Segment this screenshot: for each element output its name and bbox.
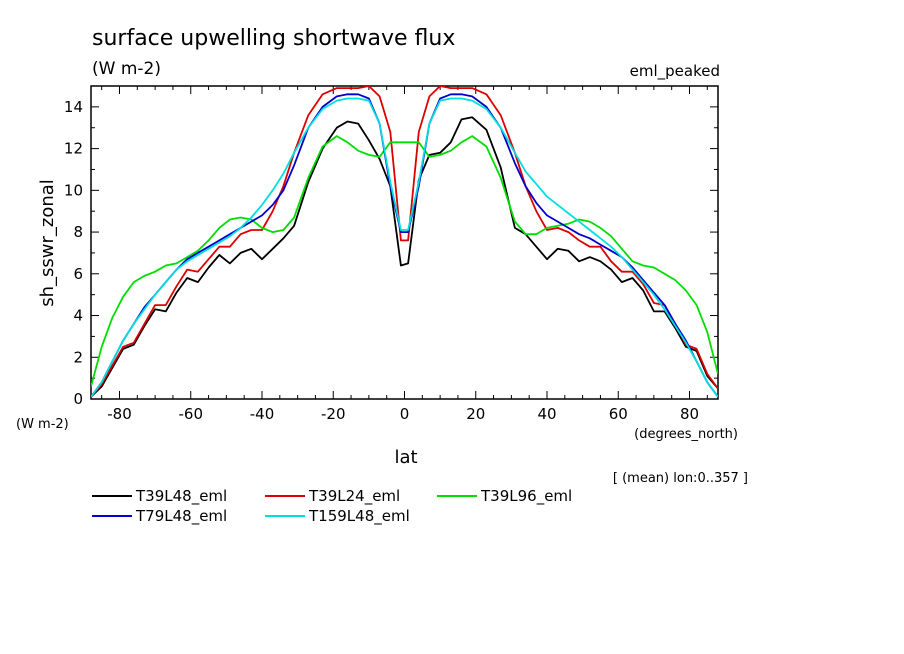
- x-tick-label: -20: [321, 405, 346, 423]
- y-tick-label: 8: [73, 223, 83, 241]
- series-line-T39L96_eml: [91, 135, 718, 387]
- y-tick-label: 4: [73, 307, 83, 325]
- legend-label: T39L48_eml: [135, 487, 227, 506]
- series-line-T39L24_eml: [91, 86, 718, 398]
- x-axis-units: (degrees_north): [634, 427, 738, 442]
- legend: T39L48_eml T39L24_eml T39L96_eml T79L48_eml…: [92, 487, 572, 526]
- y-tick-label: 6: [73, 265, 83, 283]
- y-axis-label: sh_sswr_zonal: [37, 179, 58, 307]
- chart-title: surface upwelling shortwave flux: [92, 26, 455, 51]
- y-axis-units: (W m-2): [16, 417, 69, 432]
- y-tick-label: 2: [73, 348, 83, 366]
- x-tick-label: 0: [400, 405, 410, 423]
- chart-tag: eml_peaked: [630, 62, 720, 81]
- x-tick-label: 20: [466, 405, 485, 423]
- y-tick-label: 14: [64, 98, 83, 116]
- series-line-T39L48_eml: [91, 116, 718, 398]
- legend-label: T79L48_eml: [135, 507, 227, 526]
- y-tick-label: 10: [64, 181, 83, 199]
- series-line-T159L48_eml: [91, 97, 718, 398]
- legend-label: T159L48_eml: [308, 507, 410, 526]
- mean-note: [ (mean) lon:0..357 ]: [613, 471, 748, 486]
- series-lines: [91, 86, 718, 398]
- y-tick-label: 0: [73, 390, 83, 408]
- x-axis-label: lat: [394, 447, 417, 468]
- x-tick-label: -40: [250, 405, 275, 423]
- x-tick-label: 40: [537, 405, 556, 423]
- x-tick-label: 80: [680, 405, 699, 423]
- y-axis-ticks: 0 2 4 6 8 10 12 14: [64, 85, 718, 408]
- x-tick-label: -60: [179, 405, 204, 423]
- legend-label: T39L96_eml: [480, 487, 572, 506]
- x-tick-label: -80: [107, 405, 132, 423]
- series-line-T79L48_eml: [91, 93, 718, 398]
- plot-frame: [90, 85, 719, 400]
- chart-units: (W m-2): [92, 59, 161, 79]
- legend-label: T39L24_eml: [308, 487, 400, 506]
- x-tick-label: 60: [609, 405, 628, 423]
- y-tick-label: 12: [64, 140, 83, 158]
